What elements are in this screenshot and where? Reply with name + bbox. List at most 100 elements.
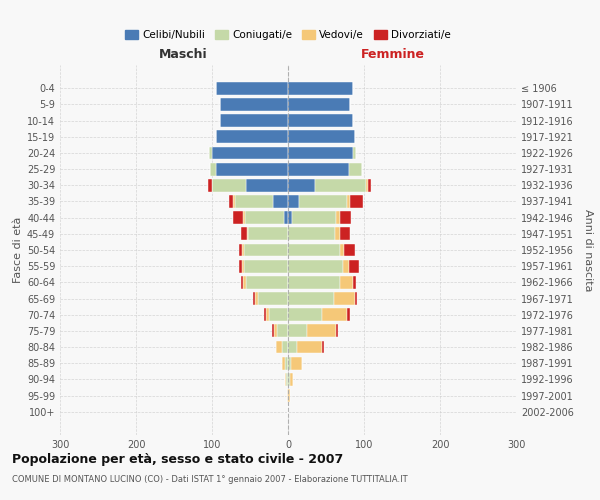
Bar — [343, 260, 349, 272]
Bar — [340, 211, 351, 224]
Bar — [253, 292, 254, 305]
Y-axis label: Fasce di età: Fasce di età — [13, 217, 23, 283]
Bar — [210, 162, 216, 175]
Bar — [274, 324, 277, 338]
Bar — [284, 211, 288, 224]
Bar — [288, 162, 349, 175]
Bar — [216, 130, 288, 143]
Bar — [288, 308, 322, 321]
Bar — [276, 340, 282, 353]
Bar — [241, 228, 247, 240]
Bar — [286, 373, 288, 386]
Bar — [242, 244, 244, 256]
Bar — [353, 276, 356, 289]
Text: Maschi: Maschi — [159, 48, 208, 62]
Bar — [233, 195, 235, 208]
Bar — [246, 276, 288, 289]
Bar — [243, 276, 246, 289]
Bar — [353, 146, 356, 160]
Bar — [272, 324, 274, 338]
Bar — [288, 114, 353, 127]
Bar — [350, 195, 363, 208]
Bar — [334, 292, 355, 305]
Legend: Celibi/Nubili, Coniugati/e, Vedovi/e, Divorziati/e: Celibi/Nubili, Coniugati/e, Vedovi/e, Di… — [121, 26, 455, 44]
Bar — [212, 146, 288, 160]
Text: Popolazione per età, sesso e stato civile - 2007: Popolazione per età, sesso e stato civil… — [12, 452, 343, 466]
Bar — [290, 373, 293, 386]
Bar — [288, 276, 340, 289]
Bar — [220, 98, 288, 111]
Bar — [368, 179, 371, 192]
Bar — [288, 260, 343, 272]
Bar — [239, 260, 242, 272]
Bar — [246, 179, 288, 192]
Bar — [209, 146, 212, 160]
Bar — [366, 179, 368, 192]
Bar — [288, 324, 307, 338]
Bar — [340, 276, 353, 289]
Bar — [288, 340, 297, 353]
Bar — [273, 195, 288, 208]
Bar — [322, 308, 347, 321]
Bar — [282, 356, 285, 370]
Bar — [288, 98, 350, 111]
Bar — [349, 260, 359, 272]
Bar — [288, 356, 291, 370]
Bar — [336, 324, 338, 338]
Bar — [288, 244, 340, 256]
Bar — [241, 276, 243, 289]
Bar — [299, 195, 347, 208]
Bar — [288, 179, 314, 192]
Bar — [288, 292, 334, 305]
Bar — [288, 211, 292, 224]
Bar — [244, 244, 288, 256]
Bar — [291, 356, 302, 370]
Bar — [344, 244, 355, 256]
Bar — [336, 211, 340, 224]
Bar — [244, 260, 288, 272]
Bar — [288, 195, 299, 208]
Bar — [285, 356, 288, 370]
Bar — [288, 130, 355, 143]
Bar — [297, 340, 322, 353]
Bar — [340, 244, 344, 256]
Bar — [248, 228, 288, 240]
Bar — [277, 324, 288, 338]
Bar — [347, 195, 350, 208]
Bar — [288, 228, 335, 240]
Bar — [314, 179, 366, 192]
Bar — [245, 211, 284, 224]
Bar — [288, 373, 290, 386]
Y-axis label: Anni di nascita: Anni di nascita — [583, 209, 593, 291]
Text: COMUNE DI MONTANO LUCINO (CO) - Dati ISTAT 1° gennaio 2007 - Elaborazione TUTTIT: COMUNE DI MONTANO LUCINO (CO) - Dati IST… — [12, 476, 407, 484]
Bar — [216, 82, 288, 95]
Bar — [355, 292, 357, 305]
Bar — [292, 211, 336, 224]
Bar — [242, 260, 244, 272]
Bar — [265, 308, 266, 321]
Bar — [254, 292, 257, 305]
Bar — [220, 114, 288, 127]
Bar — [347, 308, 350, 321]
Bar — [229, 195, 233, 208]
Bar — [282, 340, 288, 353]
Bar — [287, 389, 288, 402]
Bar — [233, 211, 243, 224]
Bar — [335, 228, 340, 240]
Bar — [288, 82, 353, 95]
Bar — [322, 340, 324, 353]
Bar — [285, 373, 286, 386]
Bar — [247, 228, 248, 240]
Bar — [239, 244, 242, 256]
Bar — [340, 228, 350, 240]
Bar — [349, 162, 362, 175]
Bar — [212, 179, 246, 192]
Bar — [266, 308, 269, 321]
Bar — [243, 211, 245, 224]
Bar — [235, 195, 273, 208]
Bar — [208, 179, 212, 192]
Bar — [307, 324, 336, 338]
Bar — [288, 389, 290, 402]
Bar — [257, 292, 288, 305]
Bar — [288, 146, 353, 160]
